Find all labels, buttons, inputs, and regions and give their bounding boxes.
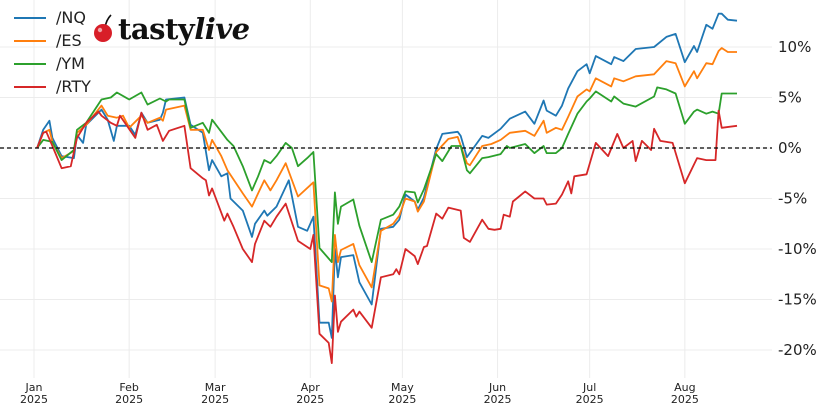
y-tick-label: -10% — [778, 240, 817, 258]
y-tick-label: 10% — [778, 38, 811, 56]
x-tick-month: May — [391, 381, 414, 394]
y-tick-label: -5% — [778, 190, 807, 208]
x-tick-month: Aug — [674, 381, 695, 394]
x-tick-month: Jun — [488, 381, 506, 394]
x-tick-year: 2025 — [671, 393, 699, 406]
legend-label: /RTY — [56, 77, 91, 96]
series-line-ym — [36, 86, 737, 264]
x-tick-month: Apr — [301, 381, 321, 394]
x-tick-year: 2025 — [20, 393, 48, 406]
grid — [0, 0, 772, 378]
legend-label: /YM — [56, 54, 85, 73]
x-axis: Jan2025Feb2025Mar2025Apr2025May2025Jun20… — [20, 381, 699, 406]
y-tick-label: -20% — [778, 341, 817, 359]
legend-item-nq: /NQ — [14, 6, 91, 29]
series-line-es — [36, 47, 737, 303]
x-tick-month: Jan — [25, 381, 43, 394]
legend-swatch — [14, 62, 46, 65]
x-tick-month: Mar — [205, 381, 226, 394]
x-tick-year: 2025 — [201, 393, 229, 406]
x-tick-year: 2025 — [576, 393, 604, 406]
series-line-nq — [36, 12, 738, 339]
legend-label: /ES — [56, 31, 82, 50]
legend-item-rty: /RTY — [14, 75, 91, 98]
x-tick-year: 2025 — [296, 393, 324, 406]
tastylive-logo: tastylive — [92, 12, 250, 46]
y-tick-label: 0% — [778, 139, 802, 157]
y-tick-label: -15% — [778, 291, 817, 309]
x-tick-year: 2025 — [388, 393, 416, 406]
legend-label: /NQ — [56, 8, 86, 27]
legend-item-es: /ES — [14, 29, 91, 52]
series-line-rty — [36, 109, 738, 365]
legend-swatch — [14, 16, 46, 19]
y-tick-label: 5% — [778, 89, 802, 107]
series-lines — [36, 12, 738, 365]
legend-swatch — [14, 39, 46, 42]
legend-item-ym: /YM — [14, 52, 91, 75]
logo-text-main: tasty — [118, 12, 195, 46]
logo-text-italic: live — [194, 12, 250, 46]
x-tick-year: 2025 — [484, 393, 512, 406]
y-axis: 10% 5% 0% -5% -10% -15% -20% — [778, 38, 817, 359]
logo-text: tastylive — [118, 12, 250, 46]
legend-swatch — [14, 85, 46, 88]
x-tick-month: Jul — [582, 381, 596, 394]
x-tick-year: 2025 — [115, 393, 143, 406]
x-tick-month: Feb — [119, 381, 138, 394]
cherry-icon — [94, 14, 112, 42]
legend: /NQ /ES /YM /RTY — [14, 6, 91, 98]
